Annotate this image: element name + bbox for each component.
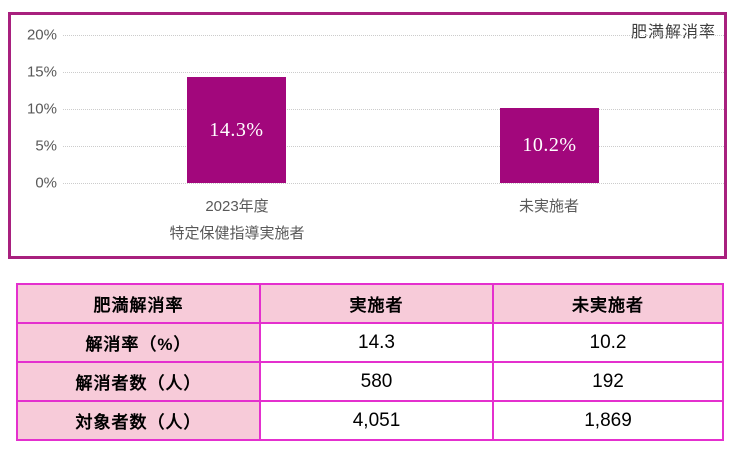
plot-area: 肥満解消率 20% 15% 10% 5% 0% 14.3% 10.2% 2023年度 特… xyxy=(11,15,724,256)
cell-kaishoritsu-mijisshisha: 10.2 xyxy=(492,322,724,363)
table-header-metric: 肥満解消率 xyxy=(16,283,261,324)
y-axis-tick: 10% xyxy=(26,100,57,118)
x-label-line2: 特定保健指導実施者 xyxy=(169,225,305,242)
gridline xyxy=(63,183,724,184)
obesity-rate-chart: 肥満解消率 20% 15% 10% 5% 0% 14.3% 10.2% 2023年度 特… xyxy=(8,12,727,259)
gridline xyxy=(63,72,724,73)
row-label-kaishoritsu: 解消率（%） xyxy=(16,322,261,363)
cell-kaishoritsu-jisshisha: 14.3 xyxy=(259,322,494,363)
gridline xyxy=(63,35,724,36)
obesity-rate-table: 肥満解消率 実施者 未実施者 解消率（%） 14.3 10.2 解消者数（人） … xyxy=(16,283,724,441)
x-label-line1: 2023年度 xyxy=(205,198,269,215)
y-axis-tick: 15% xyxy=(26,63,57,81)
y-axis-tick: 20% xyxy=(26,26,57,44)
gridline xyxy=(63,109,724,110)
table-header-row: 肥満解消率 実施者 未実施者 xyxy=(16,283,724,324)
row-label-kaishoshasu: 解消者数（人） xyxy=(16,361,261,402)
x-label-line1: 未実施者 xyxy=(518,198,579,215)
chart-title: 肥満解消率 xyxy=(630,24,716,41)
cell-taishoshasu-mijisshisha: 1,869 xyxy=(492,400,724,441)
cell-taishoshasu-jisshisha: 4,051 xyxy=(259,400,494,441)
cell-kaishoshasu-mijisshisha: 192 xyxy=(492,361,724,402)
y-axis-tick: 5% xyxy=(35,137,57,155)
row-label-taishoshasu: 対象者数（人） xyxy=(16,400,261,441)
x-axis-label-jisshisha: 2023年度 特定保健指導実施者 xyxy=(117,193,357,247)
bar-value-label: 14.3% xyxy=(209,118,264,141)
bar-jisshisha: 14.3% xyxy=(187,77,286,183)
bar-value-label: 10.2% xyxy=(522,133,577,156)
cell-kaishoshasu-jisshisha: 580 xyxy=(259,361,494,402)
table-row: 対象者数（人） 4,051 1,869 xyxy=(16,400,724,441)
table-header-mijisshisha: 未実施者 xyxy=(492,283,724,324)
bar-mijisshisha: 10.2% xyxy=(500,107,599,183)
x-axis-label-mijisshisha: 未実施者 xyxy=(429,193,669,220)
y-axis-tick: 0% xyxy=(35,174,57,192)
table-header-jisshisha: 実施者 xyxy=(259,283,494,324)
table-row: 解消率（%） 14.3 10.2 xyxy=(16,322,724,363)
table-row: 解消者数（人） 580 192 xyxy=(16,361,724,402)
gridline xyxy=(63,146,724,147)
